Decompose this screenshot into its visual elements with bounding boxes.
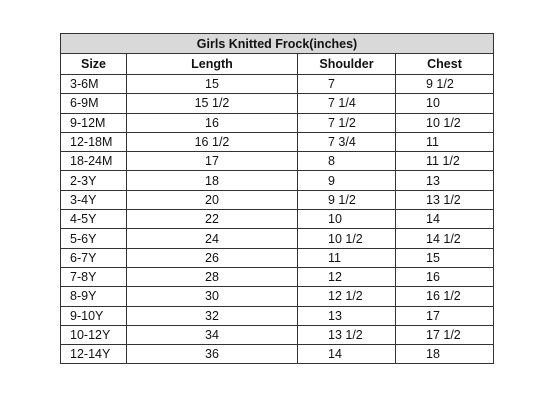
size-table: Girls Knitted Frock(inches) Size Length Sh… [59, 33, 495, 365]
table-cell: 13 [297, 305, 396, 326]
table-cell: 18 [126, 170, 298, 191]
table-cell: 6-9M [60, 93, 127, 114]
table-cell: 15 [126, 73, 298, 95]
table-cell: 24 [126, 228, 298, 249]
table-cell: 17 [394, 305, 495, 326]
table-row: 12-18M 16 1/2 7 3/4 11 [60, 131, 495, 153]
table-row: 3-6M 15 7 9 1/2 [60, 73, 495, 95]
table-cell: 12-18M [60, 131, 127, 153]
table-cell: 7 1/2 [297, 112, 396, 133]
table-cell: 10 [297, 209, 396, 230]
table-cell: 7-8Y [60, 266, 127, 288]
table-cell: 15 [394, 247, 495, 268]
table-cell: 9-10Y [60, 305, 127, 326]
table-row: 12-14Y 36 14 18 [60, 344, 495, 365]
table-cell: 30 [126, 286, 298, 307]
table-cell: 7 [297, 73, 396, 95]
table-cell: 16 1/2 [394, 286, 495, 307]
table-cell: 14 [394, 209, 495, 230]
table-cell: 17 1/2 [394, 324, 495, 346]
table-row: 6-7Y 26 11 15 [60, 247, 495, 268]
table-cell: 12 [297, 266, 396, 288]
table-cell: 32 [126, 305, 298, 326]
table-cell: 3-4Y [60, 189, 127, 211]
table-cell: 10 1/2 [297, 228, 396, 249]
table-cell: 17 [126, 151, 298, 172]
table-cell: 8-9Y [60, 286, 127, 307]
column-header: Size [60, 53, 127, 75]
table-cell: 16 [394, 266, 495, 288]
table-cell: 28 [126, 266, 298, 288]
table-cell: 9 1/2 [297, 189, 396, 211]
column-header: Shoulder [297, 53, 396, 75]
table-row: 2-3Y 18 9 13 [60, 170, 495, 191]
column-header: Chest [394, 53, 495, 75]
table-row: 10-12Y 34 13 1/2 17 1/2 [60, 324, 495, 346]
table-cell: 14 1/2 [394, 228, 495, 249]
header-row: Size Length Shoulder Chest [60, 53, 495, 75]
table-cell: 5-6Y [60, 228, 127, 249]
table-title: Girls Knitted Frock(inches) [59, 33, 495, 54]
table-cell: 9 [297, 170, 396, 191]
table-cell: 7 1/4 [297, 93, 396, 114]
table-row: 9-12M 16 7 1/2 10 1/2 [60, 112, 495, 133]
table-cell: 13 1/2 [394, 189, 495, 211]
table-row: 5-6Y 24 10 1/2 14 1/2 [60, 228, 495, 249]
table-row: 4-5Y 22 10 14 [60, 209, 495, 230]
table-cell: 2-3Y [60, 170, 127, 191]
table-cell: 16 [126, 112, 298, 133]
table-cell: 10 1/2 [394, 112, 495, 133]
table-cell: 4-5Y [60, 209, 127, 230]
table-cell: 16 1/2 [126, 131, 298, 153]
column-header: Length [126, 53, 298, 75]
table-cell: 20 [126, 189, 298, 211]
table-cell: 10 [394, 93, 495, 114]
table-cell: 34 [126, 324, 298, 346]
table-cell: 3-6M [60, 73, 127, 95]
table-row: 9-10Y 32 13 17 [60, 305, 495, 326]
table-cell: 14 [297, 344, 396, 365]
table-cell: 13 1/2 [297, 324, 396, 346]
table-cell: 10-12Y [60, 324, 127, 346]
table-cell: 11 [394, 131, 495, 153]
table-body: 3-6M 15 7 9 1/2 6-9M 15 1/2 7 1/4 10 9-12M 16 7 1/… [60, 73, 495, 365]
table-cell: 36 [126, 344, 298, 365]
table-cell: 18-24M [60, 151, 127, 172]
table-cell: 26 [126, 247, 298, 268]
table-cell: 18 [394, 344, 495, 365]
table-cell: 8 [297, 151, 396, 172]
table-cell: 7 3/4 [297, 131, 396, 153]
table-cell: 9 1/2 [394, 73, 495, 95]
table-row: 7-8Y 28 12 16 [60, 266, 495, 288]
table-cell: 6-7Y [60, 247, 127, 268]
size-chart: Girls Knitted Frock(inches) Size Length Sh… [59, 33, 495, 365]
table-row: 18-24M 17 8 11 1/2 [60, 151, 495, 172]
table-cell: 11 [297, 247, 396, 268]
table-row: 3-4Y 20 9 1/2 13 1/2 [60, 189, 495, 211]
table-cell: 12 1/2 [297, 286, 396, 307]
table-cell: 11 1/2 [394, 151, 495, 172]
table-row: 6-9M 15 1/2 7 1/4 10 [60, 93, 495, 114]
table-cell: 12-14Y [60, 344, 127, 365]
table-cell: 9-12M [60, 112, 127, 133]
table-cell: 22 [126, 209, 298, 230]
table-cell: 13 [394, 170, 495, 191]
table-cell: 15 1/2 [126, 93, 298, 114]
table-row: 8-9Y 30 12 1/2 16 1/2 [60, 286, 495, 307]
